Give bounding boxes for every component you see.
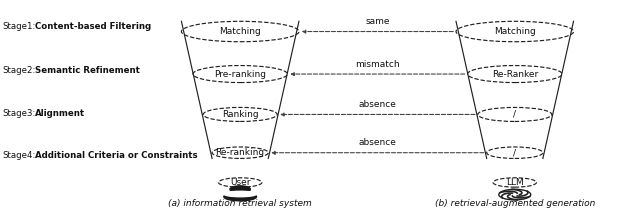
Text: Re-ranking: Re-ranking <box>216 148 265 157</box>
Text: Re-Ranker: Re-Ranker <box>492 70 538 79</box>
Text: (b) retrieval-augmented generation: (b) retrieval-augmented generation <box>435 199 595 208</box>
Text: same: same <box>365 17 390 26</box>
Text: Matching: Matching <box>220 27 261 36</box>
Text: Matching: Matching <box>494 27 536 36</box>
Text: User: User <box>230 178 250 187</box>
Text: Stage4:: Stage4: <box>2 151 35 160</box>
Text: /: / <box>513 110 516 119</box>
Ellipse shape <box>224 191 257 197</box>
Text: Stage2:: Stage2: <box>2 66 35 75</box>
Text: mismatch: mismatch <box>355 60 400 69</box>
Text: Content-based Filtering: Content-based Filtering <box>35 22 151 31</box>
Text: Stage1:: Stage1: <box>2 22 35 31</box>
Text: Additional Criteria or Constraints: Additional Criteria or Constraints <box>35 151 198 160</box>
Text: /: / <box>513 148 516 157</box>
Text: absence: absence <box>358 100 396 109</box>
Text: Stage3:: Stage3: <box>2 109 35 118</box>
Ellipse shape <box>224 193 257 201</box>
Text: LLM: LLM <box>506 178 524 187</box>
Text: Alignment: Alignment <box>35 109 85 118</box>
Text: absence: absence <box>358 138 396 147</box>
Text: (a) information retrieval system: (a) information retrieval system <box>168 199 312 208</box>
Text: Pre-ranking: Pre-ranking <box>214 70 266 79</box>
Text: Ranking: Ranking <box>222 110 259 119</box>
Text: Semantic Refinement: Semantic Refinement <box>35 66 140 75</box>
Circle shape <box>230 186 250 193</box>
